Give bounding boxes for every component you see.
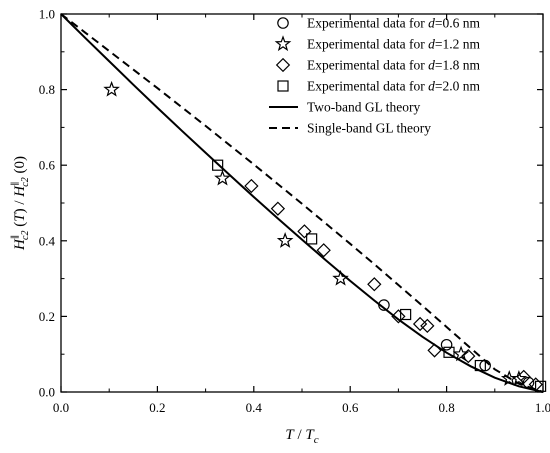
legend-var: d	[428, 79, 435, 94]
data-point-diamond	[270, 201, 286, 216]
legend-var: d	[428, 37, 435, 52]
y-tick-label: 0.4	[39, 233, 56, 248]
data-point-circle	[440, 338, 453, 351]
data-point-square	[306, 233, 318, 245]
data-point-diamond	[391, 309, 406, 324]
data-point-square	[212, 159, 224, 171]
data-point-diamond	[412, 316, 428, 332]
data-point-circle	[378, 299, 390, 311]
legend-entry: Experimental data for d=2.0 nm	[307, 79, 480, 94]
legend-var: d	[428, 58, 435, 73]
y-title-sub: c2	[20, 177, 31, 186]
theory-lines	[60, 13, 544, 393]
legend-symbol-circle	[277, 17, 289, 29]
y-title-sup: ∥	[10, 235, 20, 239]
data-point-star	[276, 232, 294, 248]
data-point-diamond	[420, 318, 435, 333]
legend-symbol-diamond	[275, 57, 291, 73]
legend-entry-line: Two-band GL theory	[307, 100, 421, 115]
data-point-diamond	[316, 243, 331, 258]
y-title-sup: ∥	[10, 182, 20, 186]
axis-titles: T / TcH∥c2 (T) / H∥c2 (0)	[10, 156, 319, 446]
legend-symbol-star	[274, 35, 292, 52]
data-point-star	[103, 80, 120, 97]
data-point-diamond	[427, 343, 442, 358]
y-tick-label: 0.0	[39, 385, 55, 400]
data-point-square	[534, 380, 547, 392]
y-title-text: (0)	[12, 156, 28, 177]
x-tick-label: 0.2	[149, 400, 165, 415]
data-point-star	[510, 370, 528, 386]
data-point-diamond	[516, 369, 531, 385]
x-axis-title: T / Tc	[285, 427, 318, 446]
y-tick-label: 0.2	[39, 309, 55, 324]
axis-ticks: 0.0 0.2 0.4 0.6 0.8 1.0 0.0 0.2 0.4 0.6 0.8 1.0	[39, 7, 550, 416]
legend-prefix: Experimental data for	[307, 58, 428, 73]
data-point-diamond	[367, 277, 382, 292]
x-title-sep: /	[294, 427, 306, 443]
y-title-var: H	[12, 185, 28, 198]
y-title-var: H	[12, 238, 28, 251]
data-point-diamond	[244, 178, 259, 194]
x-tick-label: 0.0	[53, 400, 69, 415]
legend-value: =1.8 nm	[435, 58, 481, 73]
data-point-diamond	[461, 348, 476, 364]
data-point-diamond	[297, 224, 312, 239]
legend-value: =2.0 nm	[435, 79, 481, 94]
x-title-sub: c	[314, 434, 319, 446]
data-points	[103, 80, 547, 392]
y-axis-title: H∥c2 (T) / H∥c2 (0)	[10, 156, 31, 251]
legend-value: =1.2 nm	[435, 37, 481, 52]
legend-symbol-square	[277, 80, 289, 92]
y-title-sub: c2	[20, 231, 31, 240]
legend-entry: Experimental data for d=0.6 nm	[307, 16, 480, 31]
two-band-line	[60, 13, 544, 393]
legend-entry: Experimental data for d=1.8 nm	[307, 58, 480, 73]
legend-prefix: Experimental data for	[307, 37, 428, 52]
x-tick-label: 0.4	[246, 400, 263, 415]
y-tick-label: 0.6	[39, 158, 56, 173]
x-title-var: T	[285, 427, 295, 443]
y-tick-label: 0.8	[39, 82, 55, 97]
x-tick-label: 1.0	[535, 400, 550, 415]
legend-prefix: Experimental data for	[307, 79, 428, 94]
legend-var: d	[428, 16, 435, 31]
legend-entry-line: Single-band GL theory	[307, 121, 431, 136]
x-title-var: T	[305, 427, 315, 443]
x-tick-label: 0.6	[342, 400, 359, 415]
y-title-text: (	[12, 222, 28, 231]
single-band-line	[60, 13, 544, 393]
data-point-star	[332, 269, 349, 286]
legend-prefix: Experimental data for	[307, 16, 428, 31]
y-title-text: ) /	[12, 197, 28, 214]
data-point-square	[400, 308, 412, 321]
data-point-square	[474, 359, 486, 372]
data-point-square	[443, 346, 455, 358]
legend-entry: Experimental data for d=1.2 nm	[307, 37, 480, 52]
legend: Experimental data for d=0.6 nmExperiment…	[269, 16, 480, 136]
data-point-star	[214, 169, 231, 186]
x-tick-label: 0.8	[438, 400, 454, 415]
y-title-var: T	[12, 212, 28, 222]
legend-value: =0.6 nm	[435, 16, 481, 31]
y-tick-label: 1.0	[39, 7, 55, 22]
